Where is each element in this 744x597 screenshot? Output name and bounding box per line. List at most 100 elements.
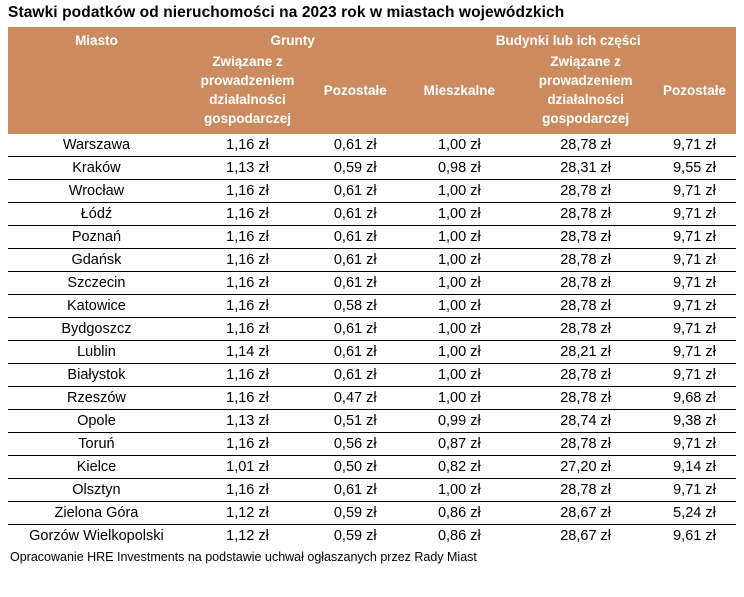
city-cell: Białystok [8,363,185,387]
value-cell: 28,78 zł [518,363,653,387]
value-cell: 9,71 zł [652,202,736,226]
tax-table: Miasto Grunty Budynki lub ich części Zwi… [8,27,736,547]
city-cell: Warszawa [8,134,185,157]
column-group-grunty: Grunty [184,27,401,51]
table-row: Bydgoszcz 1,16 zł 0,61 zł 1,00 zł 28,78 zł 9,… [8,317,736,341]
value-cell: 1,16 zł [184,363,311,387]
value-cell: 0,87 zł [400,432,519,456]
value-cell: 28,78 zł [518,225,653,249]
value-cell: 0,61 zł [310,271,401,295]
source-note: Opracowanie HRE Investments na podstawie… [10,550,477,564]
value-cell: 0,61 zł [310,363,401,387]
value-cell: 28,74 zł [518,409,653,433]
value-cell: 1,16 zł [184,432,311,456]
table-row: Rzeszów 1,16 zł 0,47 zł 1,00 zł 28,78 zł 9,68… [8,386,736,410]
value-cell: 1,00 zł [400,386,519,410]
city-cell: Wrocław [8,179,185,203]
city-cell: Łódź [8,202,185,226]
value-cell: 0,98 zł [400,156,519,180]
value-cell: 27,20 zł [518,455,653,479]
value-cell: 1,00 zł [400,225,519,249]
value-cell: 1,14 zł [184,340,311,364]
value-cell: 1,16 zł [184,179,311,203]
value-cell: 9,61 zł [673,528,716,544]
column-group-budynki: Budynki lub ich części [400,27,736,51]
table-row: Toruń 1,16 zł 0,56 zł 0,87 zł 28,78 zł 9,71 z… [8,432,736,456]
value-cell: 1,16 zł [184,386,311,410]
value-cell: 0,61 zł [310,340,401,364]
table-row: Lublin 1,14 zł 0,61 zł 1,00 zł 28,21 zł 9,71 … [8,340,736,364]
table-row: Poznań 1,16 zł 0,61 zł 1,00 zł 28,78 zł 9,71 … [8,225,736,249]
header-columns-row: Związane z prowadzeniem działalności gos… [8,51,736,134]
column-header-grunty-business: Związane z prowadzeniem działalności gos… [184,51,311,134]
value-cell: 0,56 zł [310,432,401,456]
value-cell: 1,16 zł [184,294,311,318]
value-cell: 0,61 zł [310,225,401,249]
value-cell: 28,31 zł [518,156,653,180]
city-cell: Poznań [8,225,185,249]
value-cell: 1,16 zł [184,134,311,157]
value-cell: 0,99 zł [400,409,519,433]
city-cell: Bydgoszcz [8,317,185,341]
value-cell: 1,12 zł [184,501,311,525]
value-cell: 9,71 zł [652,134,736,157]
value-cell: 1,00 zł [400,340,519,364]
page-title: Stawki podatków od nieruchomości na 2023… [8,4,565,21]
value-cell: 28,78 zł [518,294,653,318]
value-cell: 28,78 zł [518,317,653,341]
column-header-city: Miasto [8,27,185,134]
table-row: Warszawa 1,16 zł 0,61 zł 1,00 zł 28,78 zł 9,7… [8,134,736,157]
value-cell: 1,13 zł [184,409,311,433]
value-cell: 28,67 zł [518,501,653,525]
value-cell: 1,16 zł [184,478,311,502]
value-cell: 28,21 zł [518,340,653,364]
value-cell: 1,00 zł [400,294,519,318]
value-cell: 0,51 zł [310,409,401,433]
value-cell: 9,71 zł [652,294,736,318]
value-cell: 0,82 zł [400,455,519,479]
table-row: Zielona Góra 1,12 zł 0,59 zł 0,86 zł 28,67 z… [8,501,736,525]
value-cell: 1,16 zł [184,248,311,272]
value-cell: 1,00 zł [400,478,519,502]
value-cell: 0,50 zł [310,455,401,479]
table-row: Katowice 1,16 zł 0,58 zł 1,00 zł 28,78 zł 9,7… [8,294,736,318]
city-cell: Gorzów Wielkopolski [29,528,164,544]
city-cell: Opole [8,409,185,433]
value-cell: 28,78 zł [518,271,653,295]
value-cell: 9,55 zł [652,156,736,180]
value-cell: 9,71 zł [652,248,736,272]
value-cell: 1,01 zł [184,455,311,479]
table-body: Warszawa 1,16 zł 0,61 zł 1,00 zł 28,78 zł 9,7… [8,134,736,547]
table-row: Kielce 1,01 zł 0,50 zł 0,82 zł 27,20 zł 9,14 … [8,455,736,479]
value-cell: 9,71 zł [652,340,736,364]
column-header-budynki-business: Związane z prowadzeniem działalności gos… [518,51,653,134]
table-row: Łódź 1,16 zł 0,61 zł 1,00 zł 28,78 zł 9,71 zł [8,202,736,226]
table-row: Gdańsk 1,16 zł 0,61 zł 1,00 zł 28,78 zł 9,71 … [8,248,736,272]
table-row: Szczecin 1,16 zł 0,61 zł 1,00 zł 28,78 zł 9,7… [8,271,736,295]
city-cell: Rzeszów [8,386,185,410]
value-cell: 0,47 zł [310,386,401,410]
value-cell: 28,78 zł [518,432,653,456]
value-cell: 9,71 zł [652,432,736,456]
value-cell: 9,71 zł [652,317,736,341]
value-cell: 9,71 zł [652,225,736,249]
column-header-budynki-other: Pozostałe [652,51,736,134]
value-cell: 9,38 zł [652,409,736,433]
city-cell: Toruń [8,432,185,456]
value-cell: 1,00 zł [400,134,519,157]
city-cell: Katowice [8,294,185,318]
value-cell: 0,61 zł [310,179,401,203]
value-cell: 0,86 zł [437,528,481,544]
value-cell: 1,13 zł [184,156,311,180]
value-cell: 1,00 zł [400,202,519,226]
value-cell: 1,00 zł [400,179,519,203]
value-cell: 9,71 zł [652,179,736,203]
header-group-row: Miasto Grunty Budynki lub ich części [8,27,736,134]
value-cell: 9,14 zł [652,455,736,479]
value-cell: 9,71 zł [652,271,736,295]
value-cell: 28,78 zł [518,202,653,226]
value-cell: 0,59 zł [310,156,401,180]
value-cell: 0,86 zł [400,501,519,525]
value-cell: 28,78 zł [518,179,653,203]
